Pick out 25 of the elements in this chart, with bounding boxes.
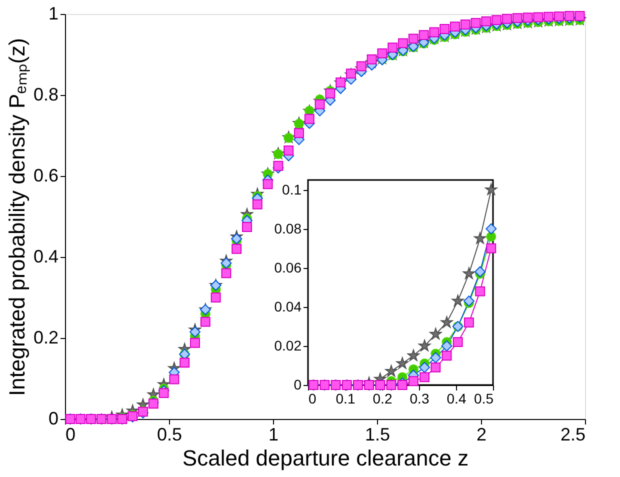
x-tick-label: 2.5: [560, 424, 586, 444]
x-axis-title: Scaled departure clearance z: [182, 446, 469, 470]
x-tick-label: 0.3: [410, 390, 430, 406]
y-tick-label: 0.08: [274, 220, 302, 236]
x-tick-label: 0.2: [372, 390, 392, 406]
y-tick-label: 0.06: [274, 259, 302, 276]
y-tick-label: 0.2: [33, 328, 58, 348]
y-tick-label: 0.1: [282, 181, 302, 198]
y-tick-label: 0.4: [33, 246, 58, 266]
y-tick-label: 1: [48, 4, 58, 24]
y-tick-label: 0: [294, 376, 302, 392]
y-tick-label: 0: [48, 408, 58, 428]
x-tick-label: 0.4: [446, 390, 466, 406]
x-tick-label: 2: [476, 424, 487, 444]
x-tick-label: 0.5: [156, 424, 182, 444]
y-axis-title: Integrated probability density Pₑₘₚ(z): [4, 38, 30, 396]
x-tick-label: 1.5: [364, 424, 390, 444]
y-tick-label: 0.02: [274, 337, 302, 354]
y-tick-label: 0.8: [33, 84, 58, 104]
x-tick-label: 0.1: [336, 390, 356, 406]
x-tick-label: 0: [308, 390, 316, 406]
y-tick-label: 0.04: [274, 298, 302, 314]
x-tick-label: 0.5: [474, 390, 494, 406]
y-tick-label: 0.6: [33, 166, 58, 186]
x-tick-label: 0: [66, 424, 76, 444]
